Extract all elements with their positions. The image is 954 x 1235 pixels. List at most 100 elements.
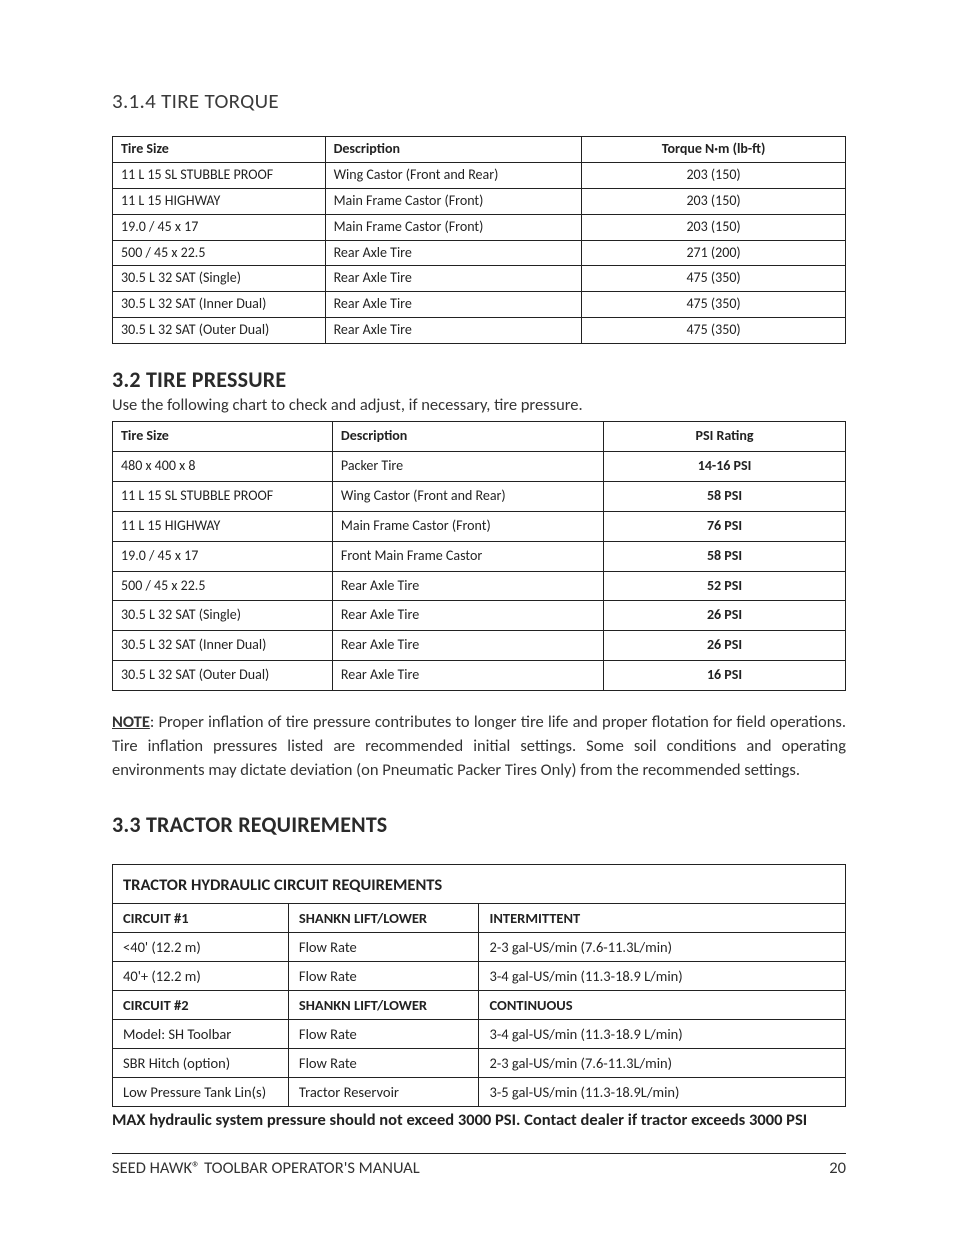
table-cell: SHANKN LIFT/LOWER (288, 903, 479, 932)
tractor-header-row: CIRCUIT #1SHANKN LIFT/LOWERINTERMITTENT (113, 903, 846, 932)
tire-pressure-intro: Use the following chart to check and adj… (112, 395, 846, 415)
table-header: Tire Size (113, 137, 326, 163)
table-cell: 14-16 PSI (604, 452, 846, 482)
tractor-title-cell: TRACTOR HYDRAULIC CIRCUIT REQUIREMENTS (113, 864, 846, 903)
table-row: 30.5 L 32 SAT (Single)Rear Axle Tire475 … (113, 266, 846, 292)
tractor-header-row: CIRCUIT #2SHANKN LIFT/LOWERCONTINUOUS (113, 990, 846, 1019)
table-cell: Rear Axle Tire (332, 661, 603, 691)
table-cell: SBR Hitch (option) (113, 1048, 289, 1077)
table-header: Description (332, 422, 603, 452)
tire-torque-thead: Tire SizeDescriptionTorque N·m (lb-ft) (113, 137, 846, 163)
table-cell: 19.0 / 45 x 17 (113, 214, 326, 240)
table-cell: 58 PSI (604, 541, 846, 571)
table-cell: 475 (350) (582, 292, 846, 318)
table-cell: 11 L 15 HIGHWAY (113, 188, 326, 214)
tractor-title-row: TRACTOR HYDRAULIC CIRCUIT REQUIREMENTS (113, 864, 846, 903)
table-cell: 16 PSI (604, 661, 846, 691)
table-row: <40' (12.2 m)Flow Rate2-3 gal-US/min (7.… (113, 932, 846, 961)
table-cell: Main Frame Castor (Front) (325, 188, 582, 214)
table-cell: Low Pressure Tank Lin(s) (113, 1077, 289, 1106)
table-cell: 19.0 / 45 x 17 (113, 541, 333, 571)
table-cell: Rear Axle Tire (332, 571, 603, 601)
tractor-tbody: TRACTOR HYDRAULIC CIRCUIT REQUIREMENTSCI… (113, 864, 846, 1106)
table-cell: 26 PSI (604, 601, 846, 631)
table-cell: 475 (350) (582, 318, 846, 344)
table-cell: Rear Axle Tire (325, 266, 582, 292)
note-label: NOTE (112, 712, 150, 732)
table-cell: 30.5 L 32 SAT (Single) (113, 266, 326, 292)
table-cell: 3-4 gal-US/min (11.3-18.9 L/min) (479, 1019, 846, 1048)
tractor-table: TRACTOR HYDRAULIC CIRCUIT REQUIREMENTSCI… (112, 864, 846, 1107)
page: 3.1.4 TIRE TORQUE Tire SizeDescriptionTo… (0, 0, 954, 1218)
table-row: 11 L 15 HIGHWAYMain Frame Castor (Front)… (113, 188, 846, 214)
table-row: Model: SH ToolbarFlow Rate3-4 gal-US/min… (113, 1019, 846, 1048)
table-cell: 76 PSI (604, 511, 846, 541)
table-cell: Rear Axle Tire (325, 292, 582, 318)
table-cell: 203 (150) (582, 162, 846, 188)
table-cell: 30.5 L 32 SAT (Inner Dual) (113, 631, 333, 661)
table-cell: 30.5 L 32 SAT (Outer Dual) (113, 318, 326, 344)
tire-pressure-table: Tire SizeDescriptionPSI Rating 480 x 400… (112, 421, 846, 691)
table-cell: 3-5 gal-US/min (11.3-18.9L/min) (479, 1077, 846, 1106)
table-cell: 203 (150) (582, 214, 846, 240)
table-cell: INTERMITTENT (479, 903, 846, 932)
tire-pressure-thead: Tire SizeDescriptionPSI Rating (113, 422, 846, 452)
table-row: 11 L 15 SL STUBBLE PROOFWing Castor (Fro… (113, 162, 846, 188)
table-cell: Flow Rate (288, 1019, 479, 1048)
note-paragraph: NOTE: Proper inflation of tire pressure … (112, 711, 846, 783)
table-row: 40'+ (12.2 m)Flow Rate3-4 gal-US/min (11… (113, 961, 846, 990)
table-cell: Main Frame Castor (Front) (332, 511, 603, 541)
table-cell: Rear Axle Tire (325, 318, 582, 344)
table-cell: Main Frame Castor (Front) (325, 214, 582, 240)
table-row: 30.5 L 32 SAT (Inner Dual)Rear Axle Tire… (113, 292, 846, 318)
table-cell: Packer Tire (332, 452, 603, 482)
table-cell: Flow Rate (288, 1048, 479, 1077)
table-header: Torque N·m (lb-ft) (582, 137, 846, 163)
table-cell: 271 (200) (582, 240, 846, 266)
table-cell: Rear Axle Tire (325, 240, 582, 266)
table-header: PSI Rating (604, 422, 846, 452)
note-body: : Proper inflation of tire pressure cont… (112, 712, 846, 780)
table-header: Description (325, 137, 582, 163)
table-cell: Wing Castor (Front and Rear) (332, 481, 603, 511)
table-cell: 475 (350) (582, 266, 846, 292)
table-cell: SHANKN LIFT/LOWER (288, 990, 479, 1019)
table-row: 500 / 45 x 22.5Rear Axle Tire52 PSI (113, 571, 846, 601)
table-cell: 500 / 45 x 22.5 (113, 240, 326, 266)
table-cell: 30.5 L 32 SAT (Inner Dual) (113, 292, 326, 318)
table-cell: 203 (150) (582, 188, 846, 214)
table-row: 480 x 400 x 8Packer Tire14-16 PSI (113, 452, 846, 482)
max-pressure-note: MAX hydraulic system pressure should not… (112, 1109, 846, 1131)
table-row: 30.5 L 32 SAT (Inner Dual)Rear Axle Tire… (113, 631, 846, 661)
table-cell: 11 L 15 HIGHWAY (113, 511, 333, 541)
footer-left: SEED HAWK® TOOLBAR OPERATOR'S MANUAL (112, 1158, 420, 1178)
tractor-table-wrap: TRACTOR HYDRAULIC CIRCUIT REQUIREMENTSCI… (112, 864, 846, 1107)
heading-tractor-req: 3.3 TRACTOR REQUIREMENTS (112, 811, 846, 838)
table-cell: CONTINUOUS (479, 990, 846, 1019)
table-cell: Model: SH Toolbar (113, 1019, 289, 1048)
table-row: 30.5 L 32 SAT (Outer Dual)Rear Axle Tire… (113, 318, 846, 344)
table-cell: 11 L 15 SL STUBBLE PROOF (113, 162, 326, 188)
heading-tire-torque: 3.1.4 TIRE TORQUE (112, 88, 846, 114)
footer-page-number: 20 (829, 1158, 846, 1178)
table-row: 30.5 L 32 SAT (Single)Rear Axle Tire26 P… (113, 601, 846, 631)
table-cell: CIRCUIT #2 (113, 990, 289, 1019)
tire-torque-tbody: 11 L 15 SL STUBBLE PROOFWing Castor (Fro… (113, 162, 846, 343)
table-row: 500 / 45 x 22.5Rear Axle Tire271 (200) (113, 240, 846, 266)
table-cell: 500 / 45 x 22.5 (113, 571, 333, 601)
table-cell: Flow Rate (288, 961, 479, 990)
table-cell: <40' (12.2 m) (113, 932, 289, 961)
table-cell: 26 PSI (604, 631, 846, 661)
table-row: 11 L 15 HIGHWAYMain Frame Castor (Front)… (113, 511, 846, 541)
table-cell: Flow Rate (288, 932, 479, 961)
table-cell: 30.5 L 32 SAT (Single) (113, 601, 333, 631)
table-cell: CIRCUIT #1 (113, 903, 289, 932)
table-cell: 2-3 gal-US/min (7.6-11.3L/min) (479, 932, 846, 961)
heading-tire-pressure: 3.2 TIRE PRESSURE (112, 366, 846, 393)
page-footer: SEED HAWK® TOOLBAR OPERATOR'S MANUAL 20 (112, 1158, 846, 1178)
table-cell: Rear Axle Tire (332, 601, 603, 631)
table-row: Low Pressure Tank Lin(s)Tractor Reservoi… (113, 1077, 846, 1106)
tire-pressure-tbody: 480 x 400 x 8Packer Tire14-16 PSI 11 L 15… (113, 452, 846, 691)
table-cell: 52 PSI (604, 571, 846, 601)
table-row: 19.0 / 45 x 17Front Main Frame Castor58 … (113, 541, 846, 571)
